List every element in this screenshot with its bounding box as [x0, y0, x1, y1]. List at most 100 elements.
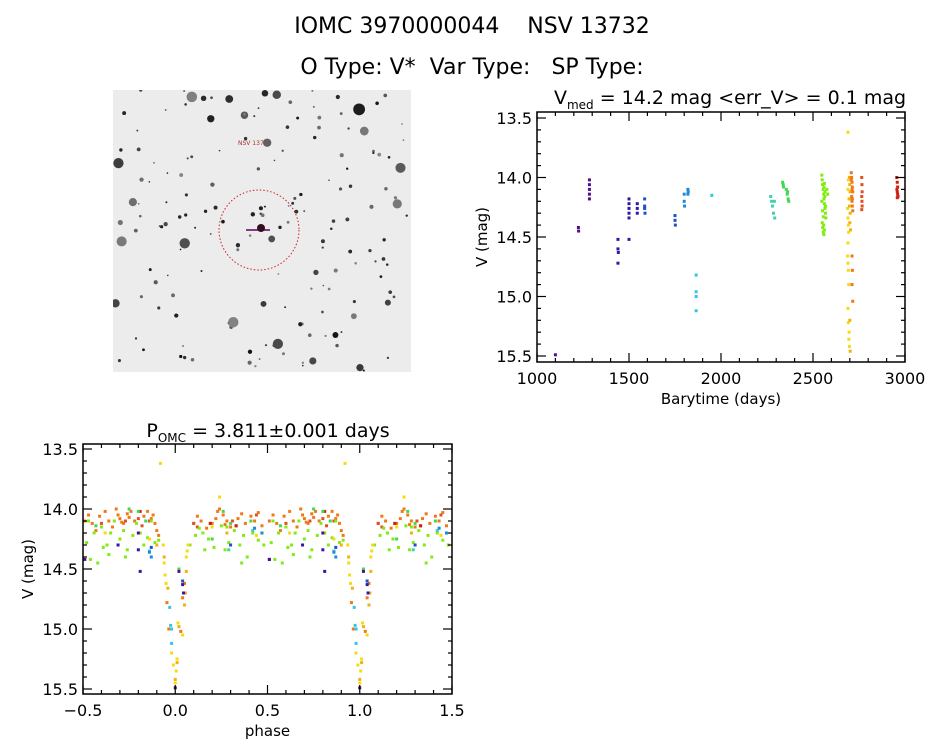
data-point [847, 204, 851, 208]
data-point [177, 567, 181, 571]
data-point [820, 173, 824, 177]
star [250, 212, 256, 217]
title-subscript: med [567, 98, 594, 112]
light-curve-chart: 1000 1500 2000 2500 3000 13.5 14.0 14.5 15.0 15.5… [473, 87, 925, 408]
data-point [262, 543, 266, 547]
data-point [848, 349, 852, 353]
data-point [339, 543, 343, 547]
data-point [253, 519, 257, 523]
star [332, 332, 339, 338]
data-point [369, 555, 373, 559]
data-point [616, 250, 620, 254]
data-point [254, 533, 258, 537]
star [165, 201, 168, 204]
data-point [87, 519, 91, 523]
data-point [216, 509, 220, 513]
y-tick-label: 15.5 [42, 680, 78, 699]
data-point [171, 663, 175, 667]
data-point [179, 629, 183, 633]
data-point [230, 519, 234, 523]
data-point [96, 561, 100, 565]
star [164, 108, 167, 111]
data-point [334, 555, 338, 559]
data-point [315, 533, 319, 537]
data-point [710, 193, 714, 197]
star [285, 125, 290, 129]
data-point [348, 573, 352, 577]
data-point [275, 521, 279, 525]
data-point [772, 199, 776, 203]
data-point [380, 525, 384, 529]
star [392, 295, 396, 299]
title-value: = 14.2 mag <err_V> = 0.1 mag [594, 87, 906, 109]
data-point [291, 553, 295, 557]
data-point [895, 187, 899, 191]
data-point [358, 681, 362, 685]
data-point [823, 195, 827, 199]
star [301, 364, 304, 367]
data-point [360, 661, 364, 665]
data-point [846, 216, 850, 220]
data-point [860, 183, 864, 187]
data-point [99, 521, 103, 525]
data-point [441, 511, 445, 515]
star [354, 261, 357, 265]
data-point [849, 178, 853, 182]
data-point [323, 531, 327, 535]
star [264, 344, 268, 347]
data-point [694, 295, 698, 298]
star [402, 139, 405, 141]
data-point [142, 514, 146, 518]
data-point [197, 526, 201, 530]
data-point [125, 512, 129, 516]
data-point [846, 268, 850, 272]
data-point [406, 509, 410, 513]
star [387, 156, 391, 159]
star [335, 343, 339, 348]
data-point [234, 524, 238, 528]
data-point [352, 605, 356, 609]
data-point [103, 509, 107, 513]
star [171, 293, 175, 298]
star [142, 348, 145, 352]
data-point [823, 190, 827, 194]
data-point [183, 591, 187, 595]
star [379, 275, 383, 279]
data-point [846, 241, 850, 245]
data-point [155, 529, 159, 533]
star [243, 136, 248, 141]
star [184, 193, 188, 197]
data-point [822, 185, 826, 189]
data-point [301, 543, 305, 547]
data-point [366, 591, 370, 595]
data-point [686, 190, 690, 194]
data-point [422, 543, 426, 547]
data-point [395, 525, 399, 529]
data-point [354, 651, 358, 655]
data-point [850, 197, 854, 201]
y-tick-label: 14.5 [496, 228, 532, 247]
data-point [271, 513, 275, 517]
star [117, 220, 123, 226]
data-point [136, 517, 140, 521]
data-point [181, 583, 185, 587]
star [329, 227, 333, 231]
data-point [87, 513, 91, 517]
data-point [781, 183, 785, 187]
data-point [94, 529, 98, 533]
star [263, 205, 266, 208]
data-point [770, 199, 774, 203]
data-point [393, 521, 397, 525]
star [157, 306, 161, 310]
data-point [205, 526, 209, 530]
data-point [850, 185, 854, 189]
data-point [850, 187, 854, 191]
star [190, 155, 194, 159]
data-point [433, 519, 437, 523]
data-point [860, 190, 864, 194]
chart-title: POMC = 3.811±0.001 days [146, 420, 389, 445]
data-point [350, 586, 354, 590]
data-point [627, 237, 631, 241]
data-point [225, 525, 229, 529]
